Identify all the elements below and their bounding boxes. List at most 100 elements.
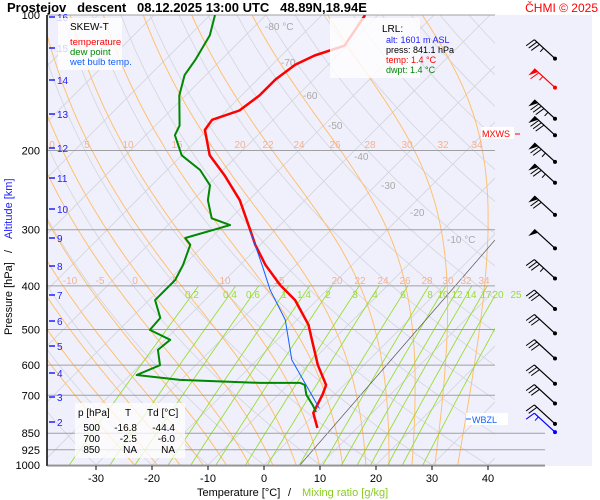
moist-adiabat-line bbox=[69, 15, 320, 465]
summary-table: p [hPa] T Td [°C] 500 -16.8 -44.4 700 -2.5 -6.0 8… bbox=[78, 408, 178, 456]
barb-flag bbox=[528, 142, 539, 150]
barb-half-feather bbox=[534, 416, 539, 421]
mixing-ratio-label: 25 bbox=[510, 290, 522, 301]
mixing-ratio-label: 0.6 bbox=[246, 290, 260, 301]
theta-label: 32 bbox=[460, 276, 472, 287]
altitude-tick-label: 4 bbox=[57, 369, 63, 380]
theta-label: 34 bbox=[471, 140, 483, 151]
barb-feather bbox=[528, 386, 538, 394]
series-temperature bbox=[203, 15, 367, 429]
barb-feather bbox=[525, 314, 535, 321]
barb-half-feather bbox=[539, 47, 544, 53]
wind-barb bbox=[525, 364, 557, 386]
plot-background bbox=[47, 15, 592, 466]
legend-dew-point: dew point bbox=[70, 47, 111, 58]
axis-ticks: 1002003004005006007008509251000161514131… bbox=[16, 10, 495, 485]
barb-feather bbox=[525, 364, 535, 372]
barb-feather bbox=[528, 41, 538, 49]
barb-feather bbox=[535, 108, 545, 115]
moist-adiabat-line bbox=[47, 113, 274, 465]
moist-adiabat-line bbox=[47, 171, 251, 465]
pressure-tick-label: 925 bbox=[22, 445, 40, 457]
altitude-tick-label: 3 bbox=[57, 393, 63, 404]
dry-adiabat-line bbox=[149, 15, 495, 401]
wind-barb bbox=[525, 384, 557, 406]
legend-wet-bulb: wet bulb temp. bbox=[69, 57, 132, 68]
isotherm-label: -70 bbox=[281, 58, 296, 69]
barb-staff bbox=[533, 412, 556, 433]
theta-label: 32 bbox=[437, 140, 449, 151]
copyright: ČHMI © 2025 bbox=[525, 0, 598, 15]
barb-flag bbox=[528, 68, 539, 76]
barb-feather bbox=[530, 388, 540, 396]
barb-feather bbox=[528, 291, 538, 299]
barb-dot bbox=[553, 56, 557, 61]
barb-half-feather bbox=[541, 152, 546, 158]
barb-feather bbox=[525, 289, 535, 297]
barb-feather bbox=[530, 44, 540, 51]
theta-label: 24 bbox=[377, 276, 389, 287]
altitude-tick-label: 11 bbox=[57, 174, 68, 185]
isotherm-line bbox=[151, 121, 495, 465]
isotherm-line bbox=[375, 345, 495, 465]
moist-adiabat-line bbox=[421, 15, 489, 465]
barb-flag bbox=[528, 99, 539, 107]
isotherm-line bbox=[95, 65, 495, 465]
isotherm-label: -20 bbox=[410, 208, 425, 219]
barb-dot bbox=[553, 401, 557, 406]
barb-dot bbox=[553, 159, 557, 164]
altitude-tick-label: 13 bbox=[57, 110, 69, 121]
dry-adiabat-line bbox=[323, 15, 495, 202]
isotherm-label: -60 bbox=[303, 91, 318, 102]
barb-feather bbox=[530, 199, 540, 207]
summary-table-box bbox=[75, 403, 185, 458]
theta-label: 0 bbox=[49, 140, 55, 151]
lrl-box bbox=[330, 18, 420, 78]
barb-feather bbox=[530, 146, 540, 154]
mixing-ratio-label: 10 bbox=[437, 290, 449, 301]
wind-barb bbox=[528, 195, 557, 217]
dry-adiabat-line bbox=[265, 15, 495, 267]
moist-adiabat-line bbox=[251, 15, 416, 465]
barb-flag bbox=[528, 116, 539, 123]
barb-feather bbox=[530, 294, 540, 302]
x-tick-label: 0 bbox=[261, 473, 267, 485]
wind-barb bbox=[525, 314, 557, 336]
wind-barb bbox=[528, 115, 557, 138]
barb-feather bbox=[532, 201, 542, 209]
profiles bbox=[135, 15, 367, 429]
barb-staff bbox=[533, 404, 556, 425]
table-cell: NA bbox=[123, 445, 137, 456]
theta-label: 22 bbox=[262, 140, 274, 151]
pressure-tick-label: 300 bbox=[22, 225, 40, 237]
wind-barb bbox=[525, 39, 557, 61]
barb-feather bbox=[530, 119, 540, 127]
barb-dot bbox=[553, 116, 557, 121]
barb-feather bbox=[530, 318, 540, 326]
barb-feather bbox=[525, 384, 535, 392]
barb-half-feather bbox=[539, 76, 544, 81]
isotherm-line bbox=[47, 15, 491, 459]
dry-adiabat-line bbox=[120, 15, 495, 435]
barb-dot bbox=[553, 356, 557, 361]
lrl-temp: temp: 1.4 °C bbox=[386, 55, 437, 65]
barb-half-feather bbox=[541, 173, 546, 179]
barb-dot bbox=[553, 180, 557, 185]
barb-staff bbox=[533, 99, 556, 120]
theta-label: 15 bbox=[171, 140, 183, 151]
moist-adiabat-line bbox=[47, 32, 297, 465]
barb-feather bbox=[528, 406, 538, 414]
barb-feather bbox=[525, 412, 535, 420]
wind-barb bbox=[525, 289, 557, 311]
mxws-box bbox=[481, 127, 514, 139]
altitude-tick-label: 12 bbox=[57, 144, 69, 155]
isotherm-line bbox=[47, 15, 379, 347]
y-axis-label: Pressure [hPa] bbox=[3, 262, 15, 335]
barb-feather bbox=[525, 39, 535, 47]
wind-barb bbox=[525, 412, 557, 435]
barb-feather bbox=[530, 103, 540, 111]
mixing-ratio-label: 2 bbox=[325, 290, 331, 301]
barb-staff bbox=[533, 163, 556, 184]
x-axis-separator: / bbox=[288, 487, 292, 499]
